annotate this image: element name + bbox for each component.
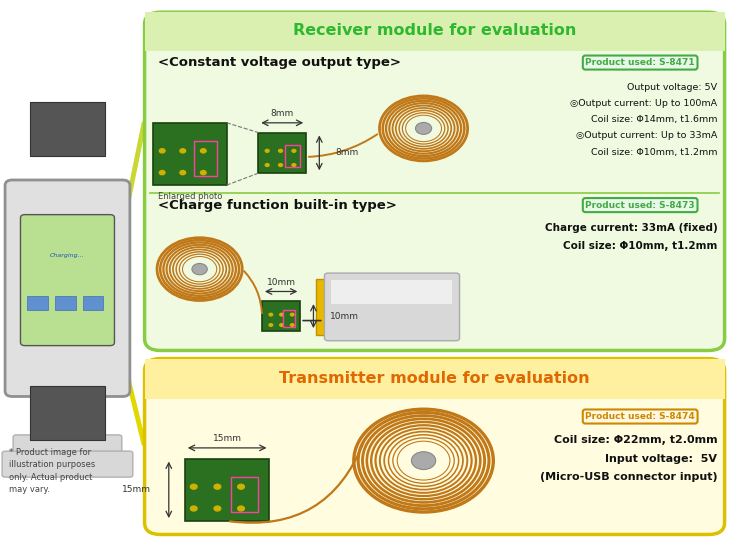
Circle shape (200, 149, 206, 153)
Text: Charging...: Charging... (50, 254, 85, 258)
Circle shape (279, 164, 282, 166)
Text: ◎Output current: Up to 33mA: ◎Output current: Up to 33mA (576, 131, 717, 140)
Circle shape (269, 324, 273, 326)
Bar (262, 301, 300, 331)
Circle shape (214, 484, 221, 489)
Bar (55, 296, 76, 310)
Bar (83, 296, 103, 310)
Circle shape (269, 313, 273, 316)
Text: Output voltage: 5V: Output voltage: 5V (627, 83, 717, 91)
Text: Charge current: 33mA (fixed): Charge current: 33mA (fixed) (545, 223, 717, 233)
Text: 15mm: 15mm (213, 434, 242, 443)
Text: Coil size: Φ10mm, t1.2mm: Coil size: Φ10mm, t1.2mm (563, 241, 717, 251)
Bar (194, 141, 217, 176)
Circle shape (159, 149, 165, 153)
Circle shape (280, 324, 283, 326)
Bar (153, 123, 227, 185)
Bar (284, 145, 300, 167)
Bar (331, 280, 453, 304)
Text: Product used: S-8474: Product used: S-8474 (585, 412, 695, 421)
Text: 8mm: 8mm (335, 149, 359, 157)
FancyBboxPatch shape (144, 12, 724, 350)
Circle shape (280, 313, 283, 316)
FancyBboxPatch shape (21, 215, 114, 345)
Text: * Product image for
illustration purposes
only. Actual product
may vary.: * Product image for illustration purpose… (9, 448, 95, 494)
Circle shape (265, 164, 269, 166)
Circle shape (290, 313, 294, 316)
Circle shape (238, 506, 245, 511)
FancyBboxPatch shape (2, 451, 133, 477)
Circle shape (190, 506, 197, 511)
FancyBboxPatch shape (324, 273, 460, 341)
Circle shape (238, 484, 245, 489)
Circle shape (292, 150, 296, 152)
Text: Input voltage:  5V: Input voltage: 5V (605, 454, 717, 464)
Text: <Constant voltage output type>: <Constant voltage output type> (158, 56, 401, 69)
Circle shape (292, 164, 296, 166)
Bar (231, 478, 259, 511)
Text: 10mm: 10mm (267, 278, 296, 287)
Text: (Micro-USB connector input): (Micro-USB connector input) (539, 472, 717, 482)
Circle shape (159, 170, 165, 175)
Text: Product used: S-8473: Product used: S-8473 (585, 201, 695, 209)
Circle shape (279, 150, 282, 152)
Bar (259, 133, 306, 173)
FancyBboxPatch shape (13, 435, 122, 458)
Text: Coil size: Φ10mm, t1.2mm: Coil size: Φ10mm, t1.2mm (584, 147, 717, 157)
FancyBboxPatch shape (144, 358, 724, 535)
FancyBboxPatch shape (5, 180, 130, 397)
Text: Coil size: Φ22mm, t2.0mm: Coil size: Φ22mm, t2.0mm (553, 435, 717, 446)
Bar (316, 279, 329, 335)
Circle shape (290, 324, 294, 326)
Bar (283, 310, 296, 326)
Bar (30, 102, 105, 156)
Text: <Charge function built-in type>: <Charge function built-in type> (158, 199, 397, 212)
Text: 8mm: 8mm (270, 109, 294, 119)
Text: Receiver module for evaluation: Receiver module for evaluation (293, 22, 576, 38)
Text: 10mm: 10mm (329, 312, 359, 320)
Bar (185, 459, 270, 521)
Circle shape (214, 506, 221, 511)
Bar (144, 12, 724, 51)
Text: ◎Output current: Up to 100mA: ◎Output current: Up to 100mA (570, 99, 717, 108)
Circle shape (265, 150, 269, 152)
Text: 15mm: 15mm (122, 485, 151, 494)
Text: Transmitter module for evaluation: Transmitter module for evaluation (279, 370, 590, 386)
Circle shape (416, 122, 432, 134)
Text: Enlarged photo: Enlarged photo (158, 191, 223, 201)
Circle shape (200, 170, 206, 175)
Circle shape (192, 263, 207, 275)
Bar (144, 358, 724, 399)
Text: Product used: S-8471: Product used: S-8471 (585, 58, 695, 67)
Bar (27, 296, 48, 310)
Circle shape (180, 170, 186, 175)
Circle shape (190, 484, 197, 489)
Text: Coil size: Φ14mm, t1.6mm: Coil size: Φ14mm, t1.6mm (584, 115, 717, 124)
Bar (30, 386, 105, 440)
Circle shape (411, 452, 436, 469)
Circle shape (180, 149, 186, 153)
